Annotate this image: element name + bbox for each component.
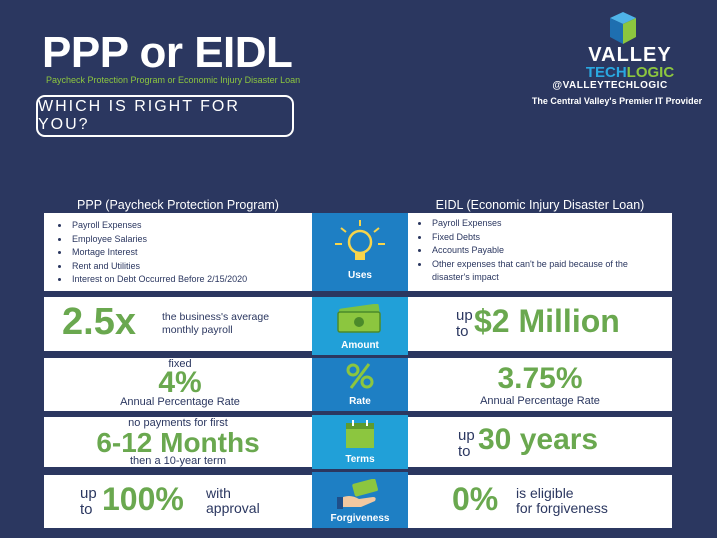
eidl-heading: EIDL (Economic Injury Disaster Loan)	[435, 198, 645, 212]
ppp-heading: PPP (Paycheck Protection Program)	[77, 198, 279, 212]
list-item: Accounts Payable	[430, 244, 664, 258]
eidl-amount-up: up	[456, 307, 473, 324]
eidl-amount-to: to	[456, 323, 469, 340]
rate-label-cell: Rate	[312, 358, 408, 411]
brand-name-top: VALLEY	[588, 44, 672, 66]
ppp-terms-panel: no payments for first 6-12 Months then a…	[44, 417, 312, 467]
eidl-forgiveness-value: 0%	[452, 481, 499, 517]
ppp-uses-list: Payroll Expenses Employee Salaries Morta…	[44, 219, 312, 287]
list-item: Interest on Debt Occurred Before 2/15/20…	[70, 273, 312, 287]
eidl-uses-list: Payroll Expenses Fixed Debts Accounts Pa…	[408, 217, 672, 285]
forgiveness-label: Forgiveness	[330, 513, 390, 524]
money-icon	[337, 304, 381, 333]
rate-label: Rate	[349, 396, 371, 407]
ppp-rate-text: Annual Percentage Rate	[120, 396, 240, 408]
ppp-terms-value: 6-12 Months	[96, 427, 260, 458]
question-text: WHICH IS RIGHT FOR YOU?	[38, 98, 240, 133]
eidl-forgiveness-text2: for forgiveness	[516, 500, 608, 516]
cube-icon	[610, 12, 636, 44]
eidl-uses-panel: Payroll Expenses Fixed Debts Accounts Pa…	[408, 213, 672, 291]
eidl-terms-up: up	[458, 427, 475, 444]
ppp-forgiveness-text1: with	[206, 485, 231, 501]
eidl-forgiveness-text1: is eligible	[516, 485, 574, 501]
page-title: PPP or EIDL	[42, 28, 293, 77]
ppp-terms-top: no payments for first	[128, 417, 228, 429]
ppp-amount-text: the business's average monthly payroll	[162, 311, 270, 336]
terms-label: Terms	[345, 454, 375, 465]
hand-money-icon	[337, 479, 378, 509]
ppp-forgiveness-to: to	[80, 501, 93, 518]
question-box: WHICH IS RIGHT FOR YOU?	[36, 95, 294, 137]
ppp-forgiveness-panel: up to 100% with approval	[44, 475, 312, 528]
list-item: Employee Salaries	[70, 233, 312, 247]
calendar-icon	[346, 420, 374, 448]
brand-tech: TECH	[585, 64, 627, 81]
percent-icon	[346, 363, 374, 389]
eidl-forgiveness-panel: 0% is eligible for forgiveness	[408, 475, 672, 528]
eidl-terms-to: to	[458, 443, 471, 460]
ppp-forgiveness-text2: approval	[206, 500, 260, 516]
brand-logic: LOGIC	[626, 64, 675, 81]
list-item: Payroll Expenses	[430, 217, 664, 231]
eidl-rate-text: Annual Percentage Rate	[480, 395, 600, 407]
ppp-forgiveness-value: 100%	[102, 481, 184, 517]
lightbulb-icon	[335, 220, 385, 260]
uses-label-cell: Uses	[312, 213, 408, 291]
list-item: Fixed Debts	[430, 231, 664, 245]
brand-name-bottom: TECHLOGIC	[560, 64, 700, 81]
list-item: Other expenses that can't be paid becaus…	[430, 258, 664, 285]
list-item: Mortage Interest	[70, 246, 312, 260]
eidl-rate-panel: 3.75% Annual Percentage Rate	[408, 358, 672, 411]
eidl-amount-panel: up to $2 Million	[408, 297, 672, 351]
eidl-amount-value: $2 Million	[474, 303, 620, 339]
amount-label: Amount	[341, 340, 379, 351]
ppp-amount-panel: 2.5x the business's average monthly payr…	[44, 297, 312, 351]
amount-label-cell: Amount	[312, 297, 408, 355]
eidl-terms-panel: up to 30 years	[408, 417, 672, 467]
ppp-rate-panel: fixed 4% Annual Percentage Rate	[44, 358, 312, 411]
list-item: Payroll Expenses	[70, 219, 312, 233]
list-item: Rent and Utilities	[70, 260, 312, 274]
eidl-rate-value: 3.75%	[497, 362, 583, 395]
forgiveness-label-cell: Forgiveness	[312, 472, 408, 528]
ppp-terms-bottom: then a 10-year term	[130, 455, 226, 467]
brand-tagline: The Central Valley's Premier IT Provider	[531, 96, 703, 106]
ppp-rate-value: 4%	[158, 366, 202, 399]
ppp-amount-value: 2.5x	[62, 301, 136, 343]
uses-label: Uses	[348, 270, 372, 281]
page-subtitle: Paycheck Protection Program or Economic …	[46, 75, 301, 85]
eidl-terms-value: 30 years	[478, 423, 599, 456]
ppp-uses-panel: Payroll Expenses Employee Salaries Morta…	[44, 213, 312, 291]
ppp-forgiveness-up: up	[80, 485, 97, 502]
terms-label-cell: Terms	[312, 415, 408, 469]
brand-handle: @VALLEYTECHLOGIC	[552, 80, 668, 91]
ppp-rate-fixed: fixed	[168, 358, 192, 370]
